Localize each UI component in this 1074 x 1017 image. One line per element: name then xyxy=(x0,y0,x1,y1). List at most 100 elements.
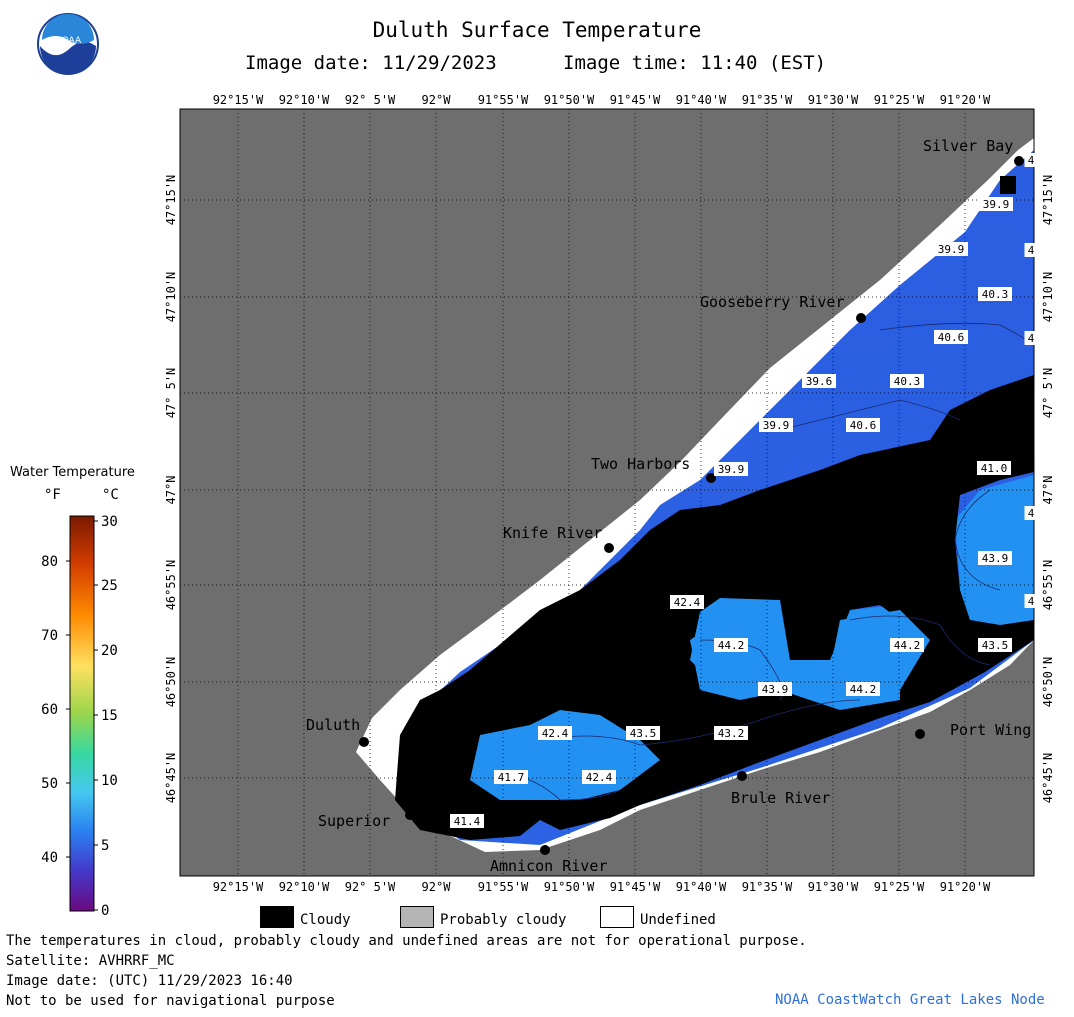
longitude-label: 92° 5'W xyxy=(345,880,396,894)
place-label: Two Harbors xyxy=(591,455,690,473)
temperature-label: 42.4 xyxy=(674,596,701,609)
temperature-label-bg xyxy=(978,287,1012,301)
temperature-label: 4 xyxy=(1028,595,1035,608)
place-dot xyxy=(737,771,747,781)
temperature-label-bg xyxy=(626,726,660,740)
temperature-label-bg xyxy=(846,682,880,696)
temperature-label-bg xyxy=(582,770,616,784)
place-dot xyxy=(359,737,369,747)
place-dot xyxy=(706,473,716,483)
fahrenheit-tick-label: 80 xyxy=(41,554,58,570)
longitude-labels-bottom: 92°15'W 92°10'W 92° 5'W 92°W 91°55'W 91°50'W 9… xyxy=(213,880,991,894)
latitude-label: 46°55'N xyxy=(1041,560,1055,611)
temperature-label-bg xyxy=(758,682,792,696)
temperature-label-bg xyxy=(890,638,924,652)
temperature-map: 92°15'W 92°10'W 92° 5'W 92°W 91°55'W 91°50'W 9… xyxy=(164,93,1055,894)
temperature-label: 43.9 xyxy=(762,683,789,696)
temperature-label: 44.2 xyxy=(718,639,745,652)
map-title: Duluth Surface Temperature xyxy=(372,18,702,42)
temperature-label-bg xyxy=(714,638,748,652)
latitude-label: 47°10'N xyxy=(164,272,178,323)
place-label: Brule River xyxy=(731,789,830,807)
fahrenheit-tick-label: 40 xyxy=(41,850,58,866)
longitude-label: 91°20'W xyxy=(940,93,991,107)
footer-satellite: Satellite: AVHRRF_MC xyxy=(6,953,175,969)
temperature-label-bg xyxy=(846,418,880,432)
fahrenheit-tick-label: 50 xyxy=(41,776,58,792)
longitude-label: 91°30'W xyxy=(808,93,859,107)
longitude-label: 91°45'W xyxy=(610,880,661,894)
place-dot xyxy=(405,810,415,820)
temperature-label: 4 xyxy=(1028,507,1035,520)
footer-utc-date: Image date: (UTC) 11/29/2023 16:40 xyxy=(6,973,293,989)
temperature-label: 43.9 xyxy=(982,552,1009,565)
temperature-label-bg xyxy=(450,814,484,828)
longitude-label: 91°50'W xyxy=(544,93,595,107)
latitude-label: 47°N xyxy=(1041,476,1055,505)
latitude-label: 46°45'N xyxy=(1041,753,1055,804)
legend-title: Water Temperature xyxy=(10,465,135,480)
celsius-tick-label: 25 xyxy=(101,578,118,594)
temperature-label: 4 xyxy=(1028,244,1035,257)
celsius-tick-label: 30 xyxy=(101,514,118,530)
place-markers: Silver Bay Gooseberry River Two Harbors Kni… xyxy=(306,137,1031,875)
longitude-label: 91°40'W xyxy=(676,93,727,107)
footer-navigation: Not to be used for navigational purpose xyxy=(6,993,335,1009)
undefined-label: Undefined xyxy=(640,912,716,928)
footer-note: The temperatures in cloud, probably clou… xyxy=(6,933,807,949)
color-bar xyxy=(69,515,95,912)
longitude-label: 92°15'W xyxy=(213,880,264,894)
temperature-label-bg xyxy=(714,462,748,476)
fahrenheit-ticks: 80 70 60 50 40 xyxy=(41,554,70,866)
place-label: Duluth xyxy=(306,716,360,734)
noaa-logo: NOAA xyxy=(37,13,99,75)
latitude-label: 46°50'N xyxy=(164,657,178,708)
temperature-label-bg xyxy=(977,461,1011,475)
longitude-labels-top: 92°15'W 92°10'W 92° 5'W 92°W 91°55'W 91°50'W 9… xyxy=(213,93,991,107)
longitude-label: 91°20'W xyxy=(940,880,991,894)
temperature-label-bg xyxy=(1024,153,1038,167)
cloud-pocket xyxy=(1000,176,1016,194)
temperature-label: 43.5 xyxy=(982,639,1009,652)
place-dot xyxy=(540,845,550,855)
temperature-label: 40.3 xyxy=(894,375,921,388)
longitude-label: 92° 5'W xyxy=(345,93,396,107)
temperature-label-bg xyxy=(494,770,528,784)
temperature-label-bg xyxy=(934,330,968,344)
water-warm-inner xyxy=(510,610,930,795)
place-dot xyxy=(604,543,614,553)
image-time: Image time: 11:40 (EST) xyxy=(563,52,827,74)
longitude-label: 92°W xyxy=(422,880,452,894)
cloudy-swatch xyxy=(260,906,294,928)
place-label: Knife River xyxy=(503,524,602,542)
temperature-label: 39.6 xyxy=(806,375,833,388)
latitude-label: 47°15'N xyxy=(164,175,178,226)
temperature-label: 40.6 xyxy=(850,419,877,432)
place-label: Silver Bay xyxy=(923,137,1013,155)
celsius-tick-label: 10 xyxy=(101,773,118,789)
longitude-label: 92°15'W xyxy=(213,93,264,107)
temperature-label: 42.4 xyxy=(586,771,613,784)
temperature-label-bg xyxy=(890,374,924,388)
latitude-label: 47° 5'N xyxy=(1041,368,1055,419)
longitude-label: 91°35'W xyxy=(742,93,793,107)
longitude-label: 91°30'W xyxy=(808,880,859,894)
fahrenheit-tick-label: 70 xyxy=(41,628,58,644)
celsius-tick-label: 5 xyxy=(101,838,109,854)
latitude-label: 47°N xyxy=(164,476,178,505)
temperature-label-bg xyxy=(759,418,793,432)
temperature-label: 4 xyxy=(1028,332,1035,345)
longitude-label: 92°W xyxy=(422,93,452,107)
latitude-label: 47°10'N xyxy=(1041,272,1055,323)
temperature-label: 39.9 xyxy=(983,198,1010,211)
longitude-label: 91°55'W xyxy=(478,93,529,107)
fahrenheit-tick-label: 60 xyxy=(41,702,58,718)
temperature-label-bg xyxy=(538,726,572,740)
legend-unit-c: °C xyxy=(102,487,119,503)
temperature-labels: 39.9 39.9 40.3 40.6 39.6 40.3 39.9 40.6 39.9 41.0… xyxy=(450,153,1038,828)
place-label: Port Wing xyxy=(950,721,1031,739)
temperature-label: 43.2 xyxy=(718,727,745,740)
temperature-label: 41.4 xyxy=(454,815,481,828)
cloud-area xyxy=(395,375,1034,840)
